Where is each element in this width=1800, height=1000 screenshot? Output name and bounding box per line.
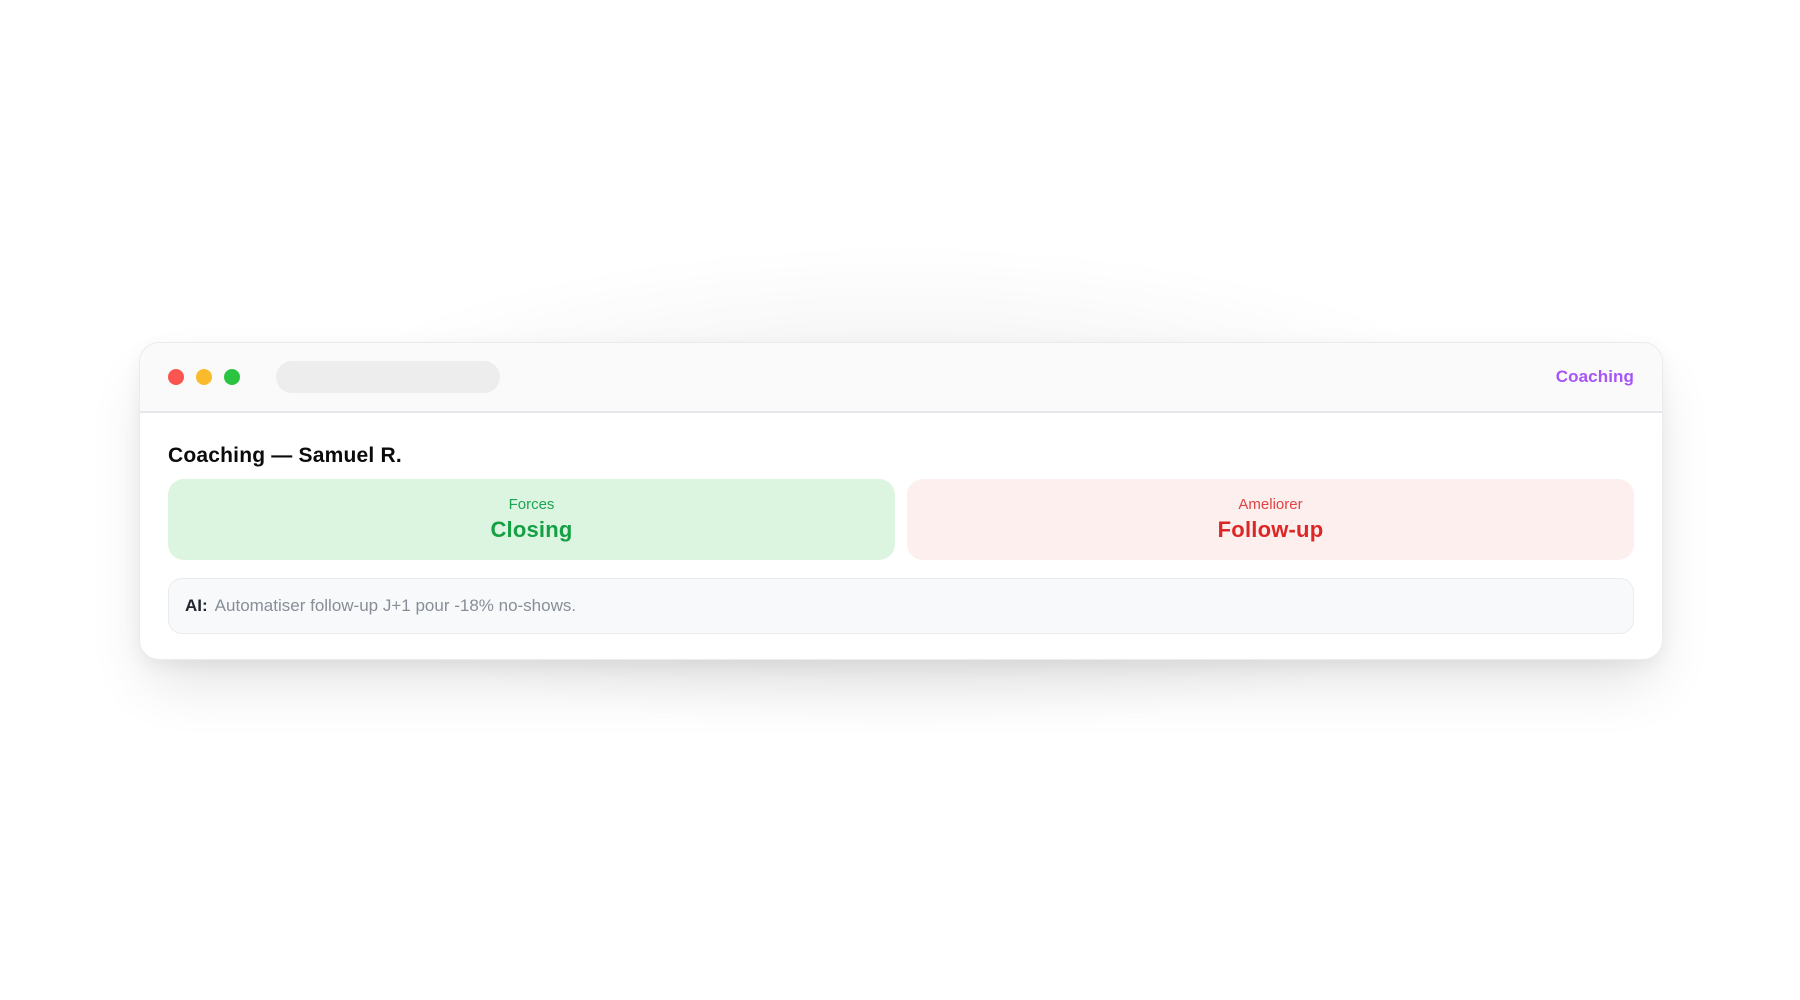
strengths-card-value: Closing (490, 517, 573, 542)
ai-note-text: Automatiser follow-up J+1 pour -18% no-s… (214, 596, 577, 615)
strengths-card: Forces Closing (168, 479, 895, 560)
traffic-lights (168, 369, 240, 385)
improvement-card: Ameliorer Follow-up (907, 479, 1634, 560)
coaching-panel: Coaching — Samuel R. Forces Closing Amel… (140, 413, 1662, 659)
close-window-button[interactable] (168, 369, 184, 385)
ai-suggestion-note: AI: Automatiser follow-up J+1 pour -18% … (168, 578, 1634, 634)
improvement-card-label: Ameliorer (1238, 496, 1303, 513)
minimize-window-button[interactable] (196, 369, 212, 385)
ai-note-prefix: AI: (185, 596, 208, 615)
browser-window: Coaching Coaching — Samuel R. Forces Clo… (139, 342, 1663, 660)
insight-cards-row: Forces Closing Ameliorer Follow-up (168, 479, 1634, 560)
nav-coaching-link[interactable]: Coaching (1555, 367, 1634, 386)
window-titlebar: Coaching (140, 343, 1662, 413)
address-bar[interactable] (276, 361, 500, 393)
strengths-card-label: Forces (508, 496, 555, 513)
page-title: Coaching — Samuel R. (168, 444, 402, 467)
improvement-card-value: Follow-up (1217, 517, 1324, 542)
zoom-window-button[interactable] (224, 369, 240, 385)
